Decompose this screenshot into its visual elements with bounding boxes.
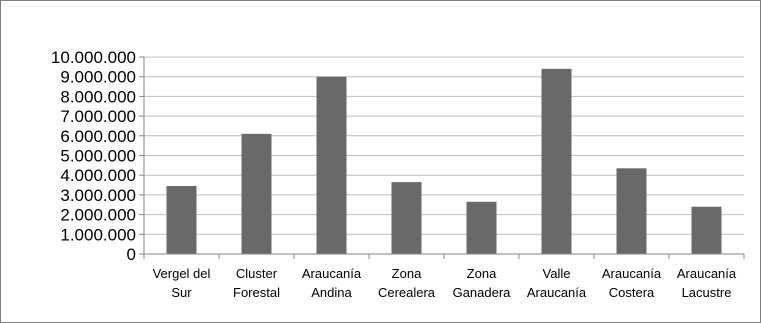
x-tick-label: Valle Araucanía — [527, 266, 587, 300]
bar — [691, 206, 722, 254]
bar — [616, 168, 647, 254]
bar — [166, 186, 197, 254]
y-tick-label: 8.000.000 — [60, 87, 136, 106]
x-tick-label: Araucanía Costera — [602, 266, 662, 300]
y-tick-label: 0 — [127, 245, 136, 264]
gridlines — [144, 56, 744, 235]
y-tick-label: 10.000.000 — [51, 48, 136, 67]
bar — [241, 133, 272, 254]
bar — [391, 182, 422, 254]
y-tick-label: 4.000.000 — [60, 166, 136, 185]
axes — [139, 56, 745, 259]
x-tick-label: Zona Cerealera — [378, 266, 436, 300]
y-tick-label: 1.000.000 — [60, 225, 136, 244]
y-tick-label: 3.000.000 — [60, 186, 136, 205]
x-tick-labels: Vergel del Sur Cluster Forestal Araucanía And… — [153, 266, 737, 300]
y-tick-label: 5.000.000 — [60, 147, 136, 166]
x-tick-label: Vergel del Sur — [153, 266, 211, 300]
bars — [166, 68, 722, 254]
y-tick-label: 7.000.000 — [60, 107, 136, 126]
y-tick-label: 2.000.000 — [60, 206, 136, 225]
x-tick-label: Araucanía Andina — [302, 266, 362, 300]
x-tick-label: Araucanía Lacustre — [677, 266, 737, 300]
y-tick-label: 9.000.000 — [60, 68, 136, 87]
bar — [466, 201, 497, 254]
y-tick-labels: 01.000.0002.000.0003.000.0004.000.0005.0… — [51, 48, 136, 264]
x-tick-label: Cluster Forestal — [233, 266, 280, 300]
x-tick-label: Zona Ganadera — [453, 266, 512, 300]
bar — [541, 68, 572, 254]
y-tick-label: 6.000.000 — [60, 127, 136, 146]
bar — [316, 76, 347, 254]
